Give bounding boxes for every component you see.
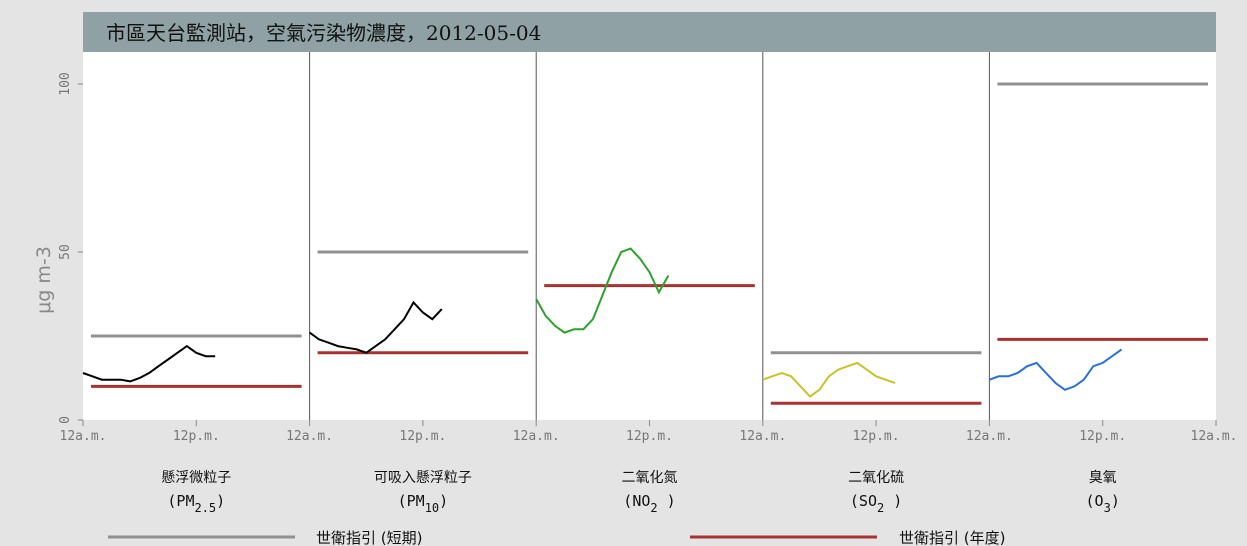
x-tick-label: 12p.m. bbox=[853, 429, 900, 444]
pollutant-formula: (SO2 ) bbox=[850, 492, 902, 515]
x-tick-label: 12a.m. bbox=[286, 429, 333, 444]
plot-background bbox=[83, 52, 1216, 420]
legend-label: 世衛指引 (短期) bbox=[316, 529, 422, 546]
panel-2: 12a.m. 12p.m. 可吸入懸浮粒子 (PM10) bbox=[286, 52, 529, 515]
y-tick-label: 100 bbox=[58, 72, 73, 95]
x-tick-label: 12p.m. bbox=[626, 429, 673, 444]
x-tick-label: 12a.m. bbox=[1191, 429, 1238, 444]
y-axis: 0 50 100 bbox=[58, 72, 83, 424]
x-tick-label: 12a.m. bbox=[60, 429, 107, 444]
pollutant-name: 臭氧 bbox=[1089, 470, 1117, 486]
panel-1: 12a.m. 12p.m. 懸浮微粒子 (PM2.5) bbox=[60, 334, 302, 515]
pollutant-formula: (PM2.5) bbox=[167, 492, 225, 515]
series-line bbox=[989, 348, 1123, 391]
panels: 12a.m. 12p.m. 懸浮微粒子 (PM2.5) 12a.m. 12p.m. 可吸入懸… bbox=[60, 52, 1238, 515]
y-tick-label: 0 bbox=[58, 416, 73, 424]
pollutant-name: 可吸入懸浮粒子 bbox=[374, 470, 472, 486]
panel-3: 12a.m. 12p.m. 二氧化氮 (NO2 ) bbox=[513, 52, 755, 515]
title-bar bbox=[83, 12, 1216, 52]
pollutant-formula: (PM10) bbox=[398, 492, 449, 515]
pollutant-name: 懸浮微粒子 bbox=[161, 470, 231, 486]
pollutant-name: 二氧化硫 bbox=[848, 470, 904, 486]
series-line bbox=[82, 344, 216, 383]
panel-4: 12a.m. 12p.m. 二氧化硫 (SO2 ) bbox=[739, 52, 982, 515]
pollutant-formula: (O3) bbox=[1086, 492, 1120, 515]
x-tick-label: 12a.m. bbox=[513, 429, 560, 444]
y-axis-label: μg m-3 bbox=[33, 246, 55, 314]
chart-title: 市區天台監測站，空氣污染物濃度，2012-05-04 bbox=[106, 21, 541, 45]
y-tick-label: 50 bbox=[58, 244, 73, 260]
panel-5: 12a.m. 12p.m. 12a.m. 臭氧 (O3) bbox=[966, 52, 1238, 515]
pollutant-name: 二氧化氮 bbox=[622, 470, 678, 486]
legend: 世衛指引 (短期) 世衛指引 (年度) bbox=[108, 529, 1005, 546]
legend-label: 世衛指引 (年度) bbox=[899, 529, 1005, 546]
x-tick-label: 12p.m. bbox=[1079, 429, 1126, 444]
series-line bbox=[762, 361, 896, 398]
x-tick-label: 12a.m. bbox=[966, 429, 1013, 444]
series-line bbox=[309, 300, 443, 354]
pollutant-formula: (NO2 ) bbox=[623, 492, 675, 515]
series-line bbox=[535, 247, 670, 334]
x-tick-label: 12p.m. bbox=[173, 429, 220, 444]
x-tick-label: 12a.m. bbox=[739, 429, 786, 444]
x-tick-label: 12p.m. bbox=[399, 429, 446, 444]
